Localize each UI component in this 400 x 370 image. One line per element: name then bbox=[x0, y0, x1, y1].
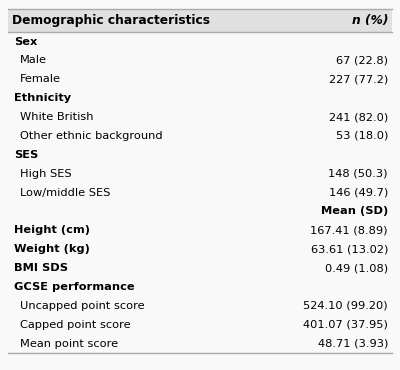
Text: Height (cm): Height (cm) bbox=[14, 225, 90, 235]
Text: 401.07 (37.95): 401.07 (37.95) bbox=[303, 320, 388, 330]
Text: 524.10 (99.20): 524.10 (99.20) bbox=[303, 301, 388, 311]
Text: SES: SES bbox=[14, 150, 38, 160]
FancyBboxPatch shape bbox=[8, 9, 392, 32]
Text: Sex: Sex bbox=[14, 37, 37, 47]
Text: 0.49 (1.08): 0.49 (1.08) bbox=[325, 263, 388, 273]
Text: Mean (SD): Mean (SD) bbox=[321, 206, 388, 216]
Text: 146 (49.7): 146 (49.7) bbox=[329, 188, 388, 198]
Text: 67 (22.8): 67 (22.8) bbox=[336, 56, 388, 65]
Text: 148 (50.3): 148 (50.3) bbox=[328, 169, 388, 179]
Text: Low/middle SES: Low/middle SES bbox=[20, 188, 110, 198]
Text: BMI SDS: BMI SDS bbox=[14, 263, 68, 273]
Text: 63.61 (13.02): 63.61 (13.02) bbox=[311, 244, 388, 254]
Text: Uncapped point score: Uncapped point score bbox=[20, 301, 145, 311]
Text: 241 (82.0): 241 (82.0) bbox=[329, 112, 388, 122]
Text: Ethnicity: Ethnicity bbox=[14, 93, 71, 103]
Text: White British: White British bbox=[20, 112, 94, 122]
Text: Female: Female bbox=[20, 74, 61, 84]
Text: 48.71 (3.93): 48.71 (3.93) bbox=[318, 339, 388, 349]
Text: Weight (kg): Weight (kg) bbox=[14, 244, 90, 254]
Text: Demographic characteristics: Demographic characteristics bbox=[12, 14, 210, 27]
Text: Other ethnic background: Other ethnic background bbox=[20, 131, 163, 141]
Text: Mean point score: Mean point score bbox=[20, 339, 118, 349]
Text: 167.41 (8.89): 167.41 (8.89) bbox=[310, 225, 388, 235]
Text: Capped point score: Capped point score bbox=[20, 320, 131, 330]
Text: Male: Male bbox=[20, 56, 47, 65]
Text: High SES: High SES bbox=[20, 169, 72, 179]
Text: 53 (18.0): 53 (18.0) bbox=[336, 131, 388, 141]
Text: n (%): n (%) bbox=[352, 14, 388, 27]
Text: 227 (77.2): 227 (77.2) bbox=[329, 74, 388, 84]
Text: GCSE performance: GCSE performance bbox=[14, 282, 135, 292]
